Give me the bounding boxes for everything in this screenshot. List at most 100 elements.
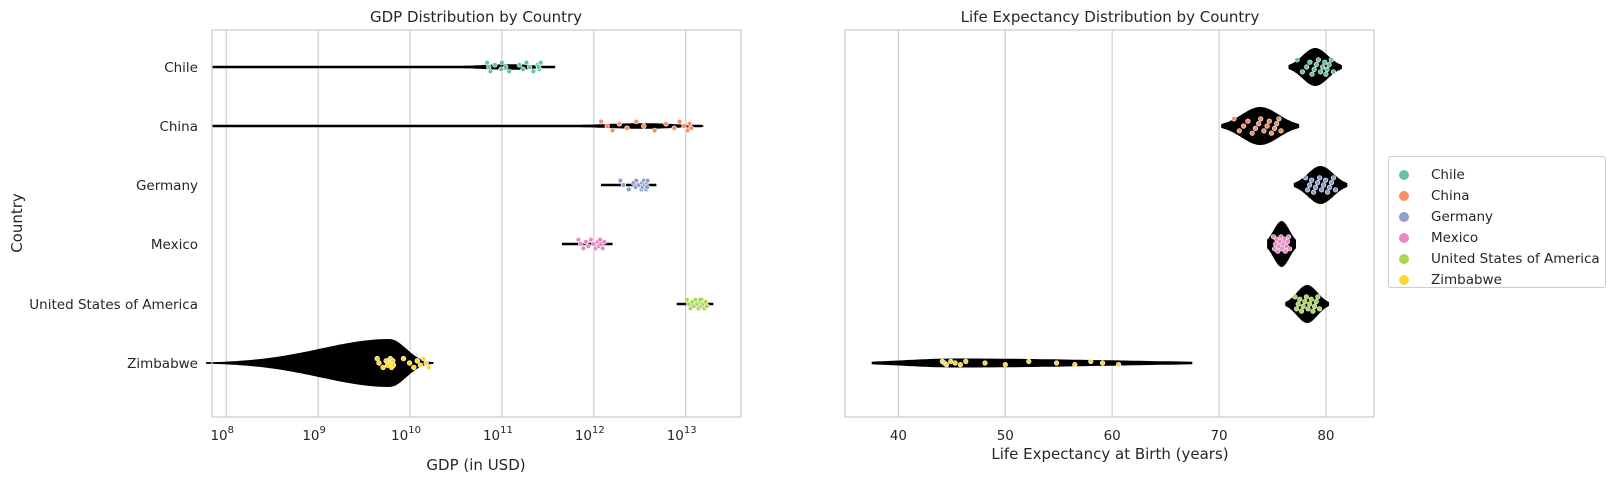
point-zimbabwe xyxy=(406,360,413,366)
point-united-states-of-america xyxy=(1311,303,1318,310)
point-germany xyxy=(1310,189,1317,195)
point-chile xyxy=(503,64,509,70)
y-tick-zimbabwe: Zimbabwe xyxy=(127,356,198,372)
point-germany xyxy=(1302,175,1309,181)
violin-zimbabwe xyxy=(206,339,434,387)
gdp-x-tick-labels: 108 109 1010 1011 1012 1013 xyxy=(210,425,696,444)
gdp-y-tick-labels: Chile China Germany Mexico United States of … xyxy=(29,60,198,372)
point-chile xyxy=(1324,66,1330,72)
legend-label: China xyxy=(1431,187,1470,204)
legend-label: Zimbabwe xyxy=(1431,271,1502,288)
point-mexico xyxy=(575,236,582,243)
legend-marker xyxy=(1399,253,1409,264)
point-united-states-of-america xyxy=(684,296,690,303)
gdp-violins xyxy=(206,64,714,387)
point-united-states-of-america xyxy=(702,299,709,305)
point-united-states-of-america xyxy=(1297,296,1303,302)
point-china xyxy=(686,121,693,127)
point-mexico xyxy=(1284,239,1291,245)
point-chile xyxy=(487,68,494,75)
point-chile xyxy=(535,64,542,70)
point-china xyxy=(624,125,630,131)
point-china xyxy=(1245,118,1251,124)
point-china xyxy=(604,123,610,129)
point-united-states-of-america xyxy=(1307,301,1313,307)
point-chile xyxy=(498,66,504,72)
point-chile xyxy=(1317,69,1324,75)
y-tick-china: China xyxy=(159,119,198,135)
point-united-states-of-america xyxy=(1298,308,1305,314)
point-united-states-of-america xyxy=(1313,299,1319,305)
point-united-states-of-america xyxy=(1300,303,1306,310)
point-china xyxy=(1240,123,1247,129)
legend-marker xyxy=(1399,190,1409,201)
legend-label: Germany xyxy=(1431,208,1494,225)
point-zimbabwe xyxy=(982,360,988,366)
point-china xyxy=(1268,130,1274,136)
point-united-states-of-america xyxy=(1295,301,1301,307)
point-germany xyxy=(1316,175,1323,181)
point-germany xyxy=(1322,177,1329,183)
y-tick-united-states-of-america: United States of America xyxy=(29,297,198,313)
point-china xyxy=(651,127,658,134)
y-tick-mexico: Mexico xyxy=(151,237,198,253)
point-mexico xyxy=(1286,246,1293,252)
life-expectancy-chart-title: Life Expectancy Distribution by Country xyxy=(961,8,1260,26)
point-germany xyxy=(1328,180,1335,186)
point-zimbabwe xyxy=(390,358,396,364)
point-united-states-of-america xyxy=(1310,308,1316,314)
point-zimbabwe xyxy=(948,358,954,365)
point-germany xyxy=(1304,187,1311,193)
point-germany xyxy=(1324,189,1331,195)
point-mexico xyxy=(588,236,594,243)
point-mexico xyxy=(577,241,584,247)
point-chile xyxy=(1309,71,1315,77)
legend-marker xyxy=(1399,232,1409,243)
gdp-x-tick-label: 1011 xyxy=(483,425,513,444)
point-zimbabwe xyxy=(423,360,429,366)
point-zimbabwe xyxy=(380,364,386,371)
point-chile xyxy=(526,64,533,70)
point-china xyxy=(663,121,669,127)
point-zimbabwe xyxy=(1088,358,1094,365)
point-china xyxy=(641,123,647,129)
life-expectancy-axes-frame xyxy=(844,29,1375,418)
violin-china xyxy=(1221,107,1300,145)
point-zimbabwe xyxy=(374,355,380,362)
point-germany xyxy=(1308,177,1315,183)
gdp-axes-frame xyxy=(211,29,742,418)
gdp-x-tick-label: 108 xyxy=(210,425,234,444)
point-chile xyxy=(1323,71,1329,77)
point-zimbabwe xyxy=(1099,360,1106,366)
point-chile xyxy=(1313,61,1319,68)
point-chile xyxy=(1330,69,1336,75)
point-germany xyxy=(617,177,624,184)
life-expectancy-x-tick-label: 50 xyxy=(997,428,1014,444)
point-united-states-of-america xyxy=(1303,294,1309,300)
point-chile xyxy=(499,59,505,66)
point-chile xyxy=(1328,57,1334,63)
point-chile xyxy=(492,62,498,68)
life-expectancy-x-tick-label: 70 xyxy=(1210,428,1227,444)
point-chile xyxy=(516,62,523,68)
point-china xyxy=(676,118,683,125)
point-china xyxy=(681,123,687,129)
point-china xyxy=(1274,120,1280,127)
point-mexico xyxy=(1285,234,1292,240)
point-china xyxy=(688,125,694,131)
point-zimbabwe xyxy=(414,358,420,364)
point-china xyxy=(1258,116,1264,122)
point-zimbabwe xyxy=(1072,362,1078,368)
point-chile xyxy=(1294,57,1300,63)
violin-chile xyxy=(1288,48,1342,86)
point-germany xyxy=(644,177,651,184)
point-united-states-of-america xyxy=(1315,294,1321,300)
point-zimbabwe xyxy=(1053,360,1060,366)
point-united-states-of-america xyxy=(1316,306,1323,312)
point-mexico xyxy=(599,245,606,252)
point-china xyxy=(616,121,623,127)
point-chile xyxy=(520,66,526,72)
life-expectancy-x-tick-label: 60 xyxy=(1104,428,1121,444)
point-chile xyxy=(530,68,537,75)
